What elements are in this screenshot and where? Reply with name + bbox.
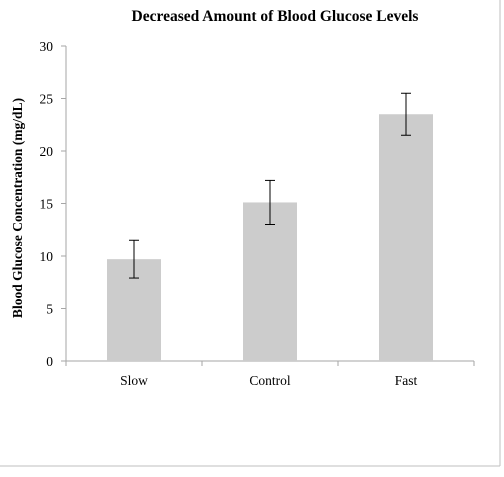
bar-control [243,202,297,361]
y-axis: 0 5 10 15 20 25 30 [40,39,67,369]
y-tick-label: 5 [46,302,53,317]
y-tick-label: 10 [40,249,54,264]
y-axis-title: Blood Glucose Concentration (mg/dL) [10,98,25,318]
x-tick-label-control: Control [249,373,291,388]
error-bars [129,92,411,279]
bars [107,114,433,361]
y-tick-label: 0 [46,354,53,369]
y-tick-label: 20 [40,144,54,159]
x-axis: Slow Control Fast [65,360,475,388]
y-tick-label: 15 [40,197,54,212]
x-tick-label-fast: Fast [395,373,418,388]
bar-fast [379,114,433,361]
y-tick-label: 25 [40,92,54,107]
chart-title: Decreased Amount of Blood Glucose Levels [132,8,419,25]
y-tick-label: 30 [40,39,54,54]
x-tick-label-slow: Slow [120,373,148,388]
